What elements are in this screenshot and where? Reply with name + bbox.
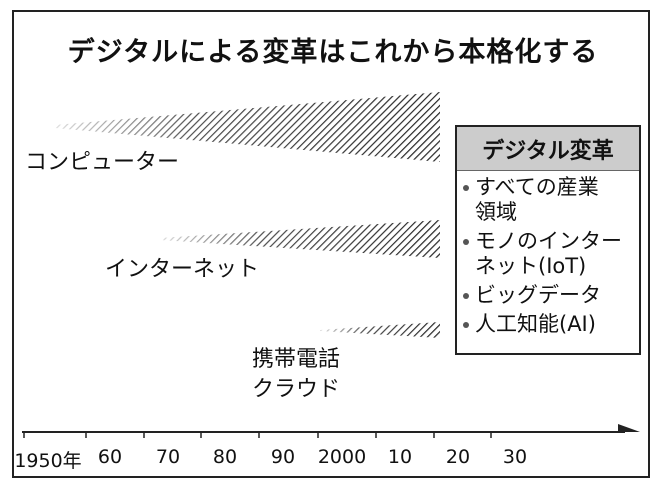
box-item: ビッグデータ [457, 283, 639, 308]
timeline-label: 30 [502, 446, 528, 468]
timeline-arrow [618, 424, 640, 432]
timeline-label: 80 [212, 446, 238, 468]
box-item-line: すべての産業 [475, 175, 599, 199]
box-item-line: ネット(IoT) [475, 254, 587, 278]
wedge-internet [160, 220, 440, 258]
timeline-label: 60 [97, 446, 123, 468]
stream-label: 携帯電話 [252, 347, 341, 372]
stream-label: クラウド [252, 377, 341, 402]
timeline-label: 20 [445, 446, 471, 468]
wedge-computer [55, 92, 440, 162]
timeline-label: 10 [387, 446, 413, 468]
box-item: 人工知能(AI) [457, 312, 639, 337]
wedge-mobile [320, 322, 440, 338]
box-item: すべての産業 領域 [457, 175, 639, 225]
timeline-label: 1950年 [14, 450, 82, 472]
timeline-label: 90 [270, 446, 296, 468]
legend-box: デジタル変革 すべての産業 領域 モノのインター ネット(IoT) ビッグデータ 人工知能… [455, 125, 641, 355]
box-item: モノのインター ネット(IoT) [457, 229, 639, 279]
box-item-line: モノのインター [475, 229, 622, 253]
box-item-line: 人工知能(AI) [475, 312, 596, 336]
timeline-label: 70 [155, 446, 181, 468]
timeline-label: 2000 [317, 446, 367, 468]
box-item-line: ビッグデータ [475, 283, 601, 307]
frame [12, 10, 650, 478]
stream-label: コンピューター [25, 150, 180, 175]
stream-label: インターネット [105, 257, 260, 282]
box-item-line: 領域 [475, 200, 517, 224]
title: デジタルによる変革はこれから本格化する [67, 37, 599, 68]
box-heading: デジタル変革 [457, 127, 639, 171]
